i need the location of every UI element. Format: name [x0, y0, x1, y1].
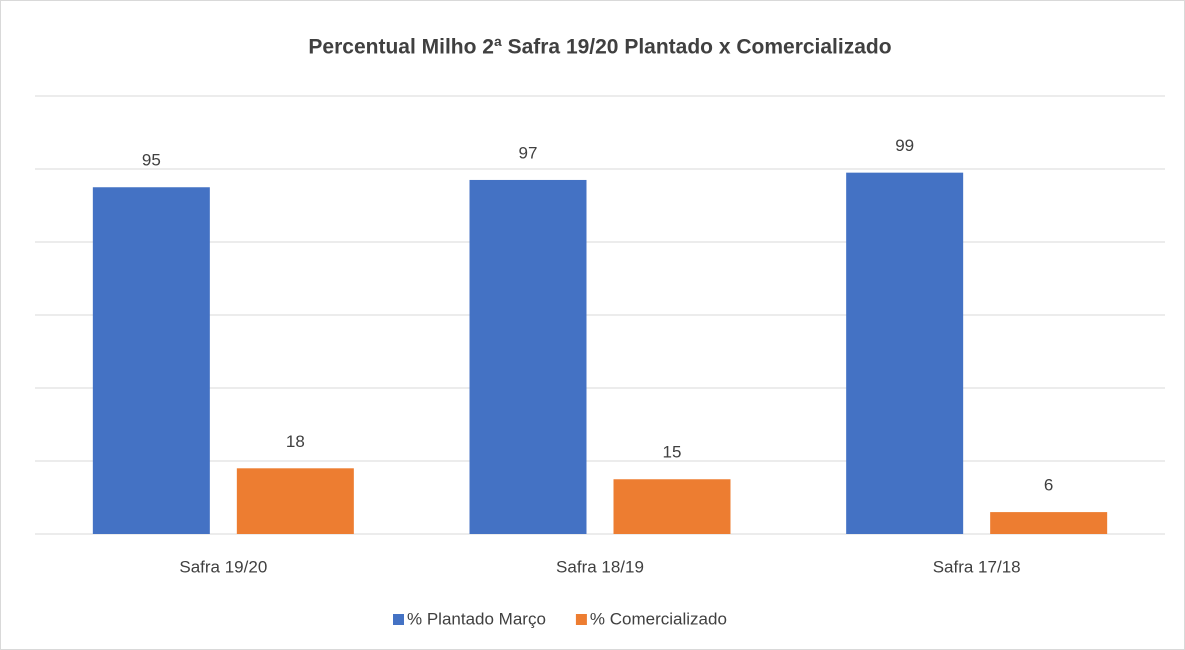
x-tick-label: Safra 17/18 — [933, 557, 1021, 576]
legend-label: % Comercializado — [590, 609, 727, 628]
data-label: 6 — [1044, 476, 1053, 495]
legend-swatch — [575, 614, 587, 625]
legend-swatch — [393, 614, 404, 625]
bar — [846, 172, 964, 534]
data-label: 99 — [895, 136, 914, 155]
data-label: 95 — [142, 151, 161, 170]
data-label: 18 — [286, 432, 305, 451]
bar — [469, 179, 587, 534]
bar — [990, 512, 1108, 534]
bar — [236, 468, 354, 534]
data-label: 97 — [519, 143, 538, 162]
bar — [613, 479, 731, 534]
x-tick-label: Safra 18/19 — [556, 557, 644, 576]
legend-label: % Plantado Março — [407, 609, 546, 628]
data-label: 15 — [663, 443, 682, 462]
x-tick-label: Safra 19/20 — [179, 557, 267, 576]
chart-title: Percentual Milho 2ª Safra 19/20 Plantado… — [308, 36, 891, 59]
bar — [92, 187, 210, 534]
